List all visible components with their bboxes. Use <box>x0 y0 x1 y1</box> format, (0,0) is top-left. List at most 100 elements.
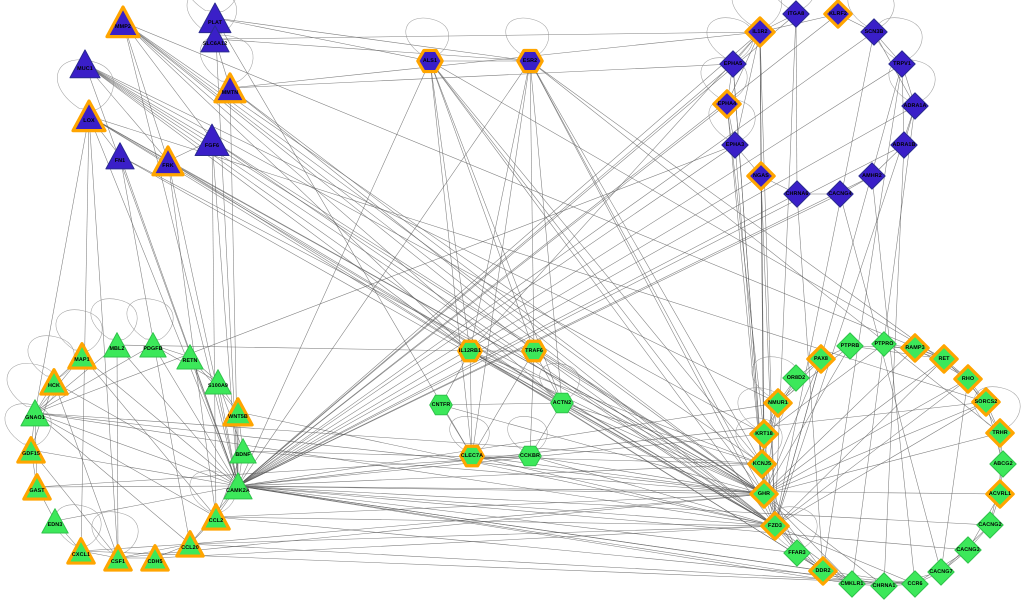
triangle-shape-icon <box>229 438 257 464</box>
node-fn1[interactable]: FN1 <box>105 141 135 171</box>
node-pax8[interactable]: PAX8 <box>806 344 836 374</box>
node-ccr6[interactable]: CCR6 <box>901 570 929 598</box>
node-orsd2[interactable]: OR8D2 <box>782 364 810 392</box>
node-cckbr[interactable]: CCKBR <box>518 444 542 468</box>
diamond-shape-icon <box>901 92 929 120</box>
diamond-shape-icon <box>860 18 888 46</box>
diamond-shape-icon <box>971 387 1001 417</box>
diamond-shape-icon <box>744 16 776 48</box>
node-kcnj5[interactable]: KCNJ5 <box>747 449 777 479</box>
node-adra1a[interactable]: ADRA1A <box>901 92 929 120</box>
diamond-shape-icon <box>871 331 897 357</box>
node-cacng2[interactable]: CACNG2 <box>976 511 1004 539</box>
node-ramp3[interactable]: RAMP3 <box>900 333 930 363</box>
triangle-shape-icon <box>105 142 135 170</box>
node-slc6a12[interactable]: SLC6A12 <box>200 24 230 54</box>
node-epha3[interactable]: EPHA3 <box>721 131 749 159</box>
node-pdgfb[interactable]: PDGFB <box>139 331 167 359</box>
node-edn3[interactable]: EDN3 <box>41 507 69 535</box>
node-chrna1[interactable]: CHRNA1 <box>870 572 898 600</box>
diamond-shape-icon <box>749 419 779 449</box>
triangle-shape-icon <box>103 544 133 572</box>
node-fgf6[interactable]: FGF6 <box>194 122 230 158</box>
node-cmklr1[interactable]: CMKLR1 <box>838 570 866 598</box>
node-itga8[interactable]: ITGA8 <box>782 0 810 28</box>
node-adra1b[interactable]: ADRA1B <box>890 131 918 159</box>
node-cacng3[interactable]: CACNG3 <box>954 536 982 564</box>
node-gnao1[interactable]: GNAO1 <box>20 398 50 428</box>
node-il12rb1[interactable]: IL12RB1 <box>457 339 483 363</box>
node-ccl2[interactable]: CCL2 <box>201 503 231 531</box>
node-clec7a[interactable]: CLEC7A <box>459 444 485 468</box>
node-gast[interactable]: GAST <box>22 473 52 501</box>
node-ptpro[interactable]: PTPRO <box>871 331 897 357</box>
diamond-shape-icon <box>985 418 1015 448</box>
node-camk2a[interactable]: CAMK2A <box>223 471 253 501</box>
node-abcg2[interactable]: ABCG2 <box>989 450 1017 478</box>
node-epha4[interactable]: EPHA4 <box>712 89 742 119</box>
node-map1[interactable]: MAP1 <box>67 342 97 370</box>
node-ghr[interactable]: GHR <box>749 479 779 509</box>
node-lox[interactable]: LOX <box>71 99 107 133</box>
node-bdnf[interactable]: BDNF <box>229 437 257 465</box>
triangle-shape-icon <box>223 472 253 500</box>
diamond-shape-icon <box>976 511 1004 539</box>
node-muc1[interactable]: MUC1 <box>69 48 101 80</box>
node-trhr[interactable]: TRHR <box>985 418 1015 448</box>
node-ddr2[interactable]: DDR2 <box>808 556 838 586</box>
node-ngas[interactable]: NGAS <box>746 161 776 191</box>
diamond-shape-icon <box>989 450 1017 478</box>
node-krt18[interactable]: KRT18 <box>749 419 779 449</box>
node-scn3b[interactable]: SCN3B <box>860 18 888 46</box>
diamond-shape-icon <box>953 364 983 394</box>
hexagon-shape-icon <box>550 392 574 414</box>
node-s100a9[interactable]: S100A9 <box>204 368 232 396</box>
node-gdf15[interactable]: GDF15 <box>16 436 46 464</box>
diamond-shape-icon <box>719 50 747 78</box>
node-cntfr[interactable]: CNTFR <box>429 393 453 417</box>
triangle-shape-icon <box>139 332 167 358</box>
node-cdh5[interactable]: CDH5 <box>140 544 170 572</box>
hexagon-shape-icon <box>459 444 485 468</box>
node-klrf2[interactable]: KLRF2 <box>823 0 853 29</box>
triangle-shape-icon <box>200 25 230 53</box>
diamond-shape-icon <box>929 344 959 374</box>
triangle-shape-icon <box>140 544 170 572</box>
node-als1[interactable]: ALS1 <box>416 48 444 74</box>
node-ccl20[interactable]: CCL20 <box>175 530 205 558</box>
node-ffar3[interactable]: FFAR3 <box>783 539 811 567</box>
node-mmp2[interactable]: MMP2 <box>105 5 141 39</box>
node-wnt5b[interactable]: WNT5B <box>222 397 254 427</box>
node-trpv1[interactable]: TRPV1 <box>888 50 916 78</box>
diamond-shape-icon <box>782 364 810 392</box>
hexagon-shape-icon <box>457 339 483 363</box>
node-cxcl1[interactable]: CXCL1 <box>66 537 96 565</box>
node-actn2[interactable]: ACTN2 <box>550 391 574 415</box>
node-nmur1[interactable]: NMUR1 <box>763 388 793 418</box>
node-mbl2[interactable]: MBL2 <box>103 331 131 359</box>
node-fzd3[interactable]: FZD3 <box>760 511 790 541</box>
node-hck[interactable]: HCK <box>39 368 69 396</box>
node-esr2[interactable]: ESR2 <box>516 48 544 74</box>
triangle-shape-icon <box>105 5 141 39</box>
diamond-shape-icon <box>760 511 790 541</box>
node-chrna6[interactable]: CHRNA6 <box>783 180 811 208</box>
node-ptprb[interactable]: PTPRB <box>836 332 864 360</box>
node-cacng4[interactable]: CACNG4 <box>826 180 854 208</box>
node-csf1[interactable]: CSF1 <box>103 544 133 572</box>
triangle-shape-icon <box>176 344 204 370</box>
node-epha5[interactable]: EPHA5 <box>719 50 747 78</box>
node-mmtn[interactable]: MMTN <box>213 72 247 104</box>
node-traf6[interactable]: TRAF6 <box>521 339 547 363</box>
node-amhr2[interactable]: AMHR2 <box>858 162 886 190</box>
triangle-shape-icon <box>22 473 52 501</box>
node-sorcs2[interactable]: SORCS2 <box>971 387 1001 417</box>
node-frk[interactable]: FRK <box>151 145 185 177</box>
triangle-shape-icon <box>66 537 96 565</box>
triangle-shape-icon <box>20 399 50 427</box>
node-acvrl1[interactable]: ACVRL1 <box>985 479 1015 509</box>
diamond-shape-icon <box>783 539 811 567</box>
node-il1r2[interactable]: IL1R2 <box>744 16 776 48</box>
node-cacng7[interactable]: CACNG7 <box>927 558 955 586</box>
node-retn[interactable]: RETN <box>176 343 204 371</box>
